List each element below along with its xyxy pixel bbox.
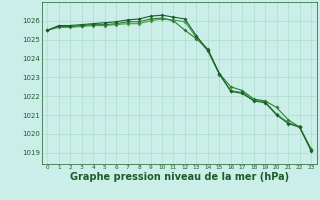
- X-axis label: Graphe pression niveau de la mer (hPa): Graphe pression niveau de la mer (hPa): [70, 172, 289, 182]
